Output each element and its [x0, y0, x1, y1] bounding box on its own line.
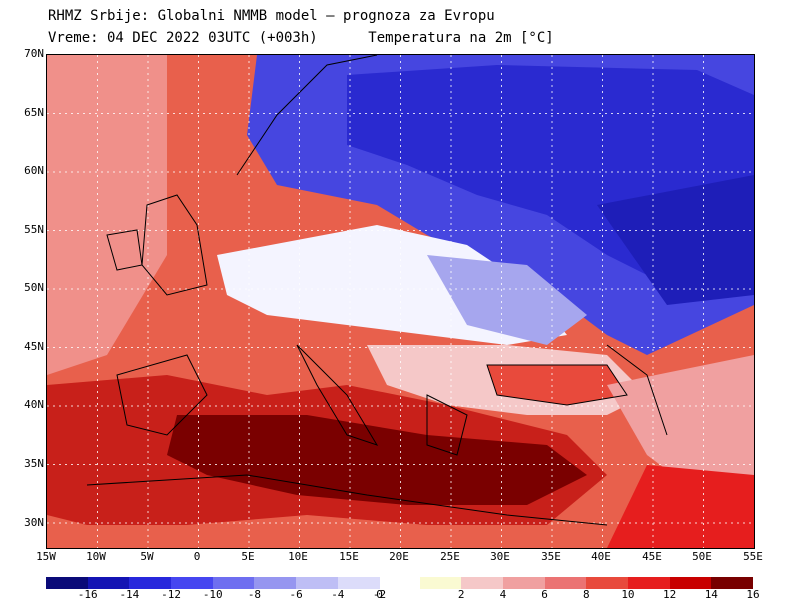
colorbar-label: 6 — [541, 588, 548, 601]
temperature-map — [46, 54, 755, 549]
lon-label-10w: 10W — [86, 550, 106, 563]
lat-label-45n: 45N — [24, 340, 44, 353]
lon-label-5w: 5W — [140, 550, 154, 563]
colorbar-label: -4 — [331, 588, 345, 601]
lon-label-30e: 30E — [490, 550, 510, 563]
colorbar-swatch — [419, 577, 462, 589]
colorbar-label: -2 — [372, 588, 387, 601]
colorbar-swatch — [46, 577, 88, 589]
colorbar-label: -14 — [119, 588, 140, 601]
black-sea-field — [487, 365, 627, 405]
colorbar-label: 10 — [621, 588, 635, 601]
gridlines — [47, 55, 754, 548]
colorbar-label: 8 — [582, 588, 590, 601]
lon-label-55e: 55E — [743, 550, 763, 563]
lon-label-25e: 25E — [440, 550, 460, 563]
lat-label-65n: 65N — [24, 106, 44, 119]
coastlines — [86, 55, 668, 526]
lon-label-5e: 5E — [241, 550, 255, 563]
colorbar-swatch — [502, 577, 545, 589]
colorbar-swatch — [254, 577, 297, 589]
lat-label-60n: 60N — [24, 164, 44, 177]
colorbar-label: -8 — [247, 588, 262, 601]
eastern-cool-field — [427, 255, 587, 345]
colorbar-label: -10 — [202, 588, 223, 601]
lat-label-50n: 50N — [24, 281, 44, 294]
lon-label-15w: 15W — [36, 550, 56, 563]
colorbar-label: -6 — [289, 588, 303, 601]
lon-label-35e: 35E — [541, 550, 561, 563]
colorbar-label: 4 — [499, 588, 507, 601]
colorbar-label: -12 — [161, 588, 181, 601]
colorbar-swatch — [586, 577, 628, 589]
map-title: RHMZ Srbije: Globalni NMMB model — progn… — [48, 8, 495, 24]
colorbar-label: 12 — [663, 588, 677, 601]
colorbar-swatch — [171, 577, 213, 589]
colorbar-label: 16 — [746, 588, 760, 601]
colorbar-label: 2 — [457, 588, 465, 601]
lat-label-55n: 55N — [24, 223, 44, 236]
middle-east-field — [607, 355, 754, 485]
colorbar-swatch — [296, 577, 338, 589]
colorbar-label: -16 — [77, 588, 98, 601]
colorbar-swatch — [461, 577, 503, 589]
lon-label-10e: 10E — [288, 550, 308, 563]
lon-label-45e: 45E — [642, 550, 662, 563]
mediterranean-hot-field — [167, 415, 587, 505]
colorbar-swatch — [711, 577, 753, 589]
lon-label-15e: 15E — [339, 550, 359, 563]
map-subtitle: Vreme: 04 DEC 2022 03UTC (+003h) Tempera… — [48, 30, 554, 46]
lat-label-40n: 40N — [24, 398, 44, 411]
coldest-region — [597, 175, 754, 305]
colorbar-swatch — [337, 577, 380, 589]
temperature-field — [47, 55, 754, 548]
colorbar-swatch-zero — [379, 577, 420, 589]
colorbar-swatch — [544, 577, 587, 589]
lon-label-40e: 40E — [591, 550, 611, 563]
colorbar-swatch — [129, 577, 172, 589]
arabia-field — [607, 465, 754, 548]
colorbar-swatch — [627, 577, 670, 589]
atlantic-field — [47, 55, 167, 375]
lat-label-70n: 70N — [24, 47, 44, 60]
colorbar-swatch — [669, 577, 712, 589]
lon-label-20e: 20E — [389, 550, 409, 563]
temperature-colorbar — [46, 577, 753, 589]
lat-label-35n: 35N — [24, 457, 44, 470]
colorbar-swatch — [87, 577, 130, 589]
colorbar-label: 14 — [704, 588, 718, 601]
lon-label-50e: 50E — [692, 550, 712, 563]
colorbar-swatch — [212, 577, 255, 589]
colorbar-label: 0 — [376, 588, 383, 601]
lon-label-0: 0 — [193, 550, 201, 563]
lat-label-30n: 30N — [24, 516, 44, 529]
